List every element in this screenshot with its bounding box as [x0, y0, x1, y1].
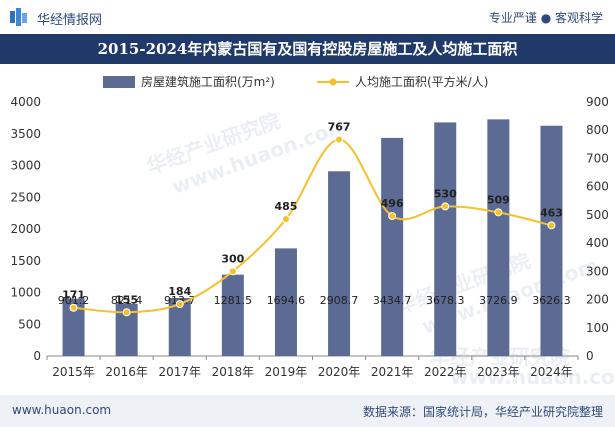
y-right-tick-label: 200 — [586, 293, 609, 307]
line-data-label: 300 — [221, 252, 244, 265]
y-left-tick-label: 0 — [33, 349, 41, 363]
x-tick-label: 2024年 — [530, 365, 573, 379]
line-data-label: 171 — [62, 289, 85, 302]
line-data-label: 530 — [434, 187, 457, 200]
bar — [274, 248, 297, 356]
title-bar — [0, 34, 615, 64]
line-data-label: 496 — [381, 197, 404, 210]
bar — [115, 303, 138, 356]
legend: 房屋建筑施工面积(万m²) 人均施工面积(平方米/人) — [103, 74, 488, 89]
bar-data-label: 1281.5 — [214, 294, 253, 307]
bar-data-label: 3434.7 — [373, 294, 412, 307]
bar — [487, 119, 510, 356]
y-left-tick-label: 4000 — [10, 95, 41, 109]
line-point — [388, 212, 397, 221]
chart: 华经产业研究院 www.huaon.com 华经产业研究院 www.huaon.… — [10, 74, 615, 389]
line-point — [547, 221, 556, 230]
x-tick-label: 2017年 — [158, 365, 201, 379]
y-left-tick-label: 1000 — [10, 286, 41, 300]
line-point — [335, 135, 344, 144]
bar — [221, 274, 244, 356]
y-left-tick-label: 500 — [18, 317, 41, 331]
bar — [328, 171, 351, 356]
legend-bar-label: 房屋建筑施工面积(万m²) — [141, 74, 275, 89]
x-tick-label: 2019年 — [265, 365, 308, 379]
bar-data-label: 3626.3 — [532, 294, 571, 307]
x-tick-label: 2022年 — [424, 365, 467, 379]
bar-labels: 901.2821.4913.71281.51694.62908.73434.73… — [58, 294, 571, 307]
y-left-tick-label: 2500 — [10, 190, 41, 204]
bar — [168, 297, 191, 356]
bar-data-label: 3678.3 — [426, 294, 465, 307]
y-right-tick-label: 500 — [586, 208, 609, 222]
bar — [540, 125, 563, 356]
footer-bar — [0, 395, 615, 427]
x-tick-label: 2021年 — [371, 365, 414, 379]
y-left-tick-label: 1500 — [10, 254, 41, 268]
line-point — [122, 308, 131, 317]
line-data-label: 155 — [115, 293, 138, 306]
x-tick-label: 2018年 — [212, 365, 255, 379]
line-point — [281, 215, 290, 224]
y-right-tick-label: 0 — [586, 349, 594, 363]
tagline: 专业严谨 ● 客观科学 — [488, 11, 603, 25]
bar-data-label: 3726.9 — [479, 294, 518, 307]
bar-data-label: 1694.6 — [267, 294, 306, 307]
footer-source: 数据来源：国家统计局，华经产业研究院整理 — [362, 405, 603, 419]
legend-bar-swatch — [103, 76, 135, 88]
y-right-tick-label: 700 — [586, 151, 609, 165]
y-left-tick-label: 3500 — [10, 127, 41, 141]
x-tick-label: 2023年 — [477, 365, 520, 379]
line-labels: 171 155 184 300 485 767 496 530 509 463 — [62, 121, 563, 307]
line-data-label: 184 — [168, 285, 191, 298]
y-right-tick-label: 300 — [586, 264, 609, 278]
y-right-tick-label: 100 — [586, 321, 609, 335]
line-point — [175, 300, 184, 309]
y-left-tick-label: 3000 — [10, 159, 41, 173]
x-tick-label: 2016年 — [105, 365, 148, 379]
line-point — [441, 202, 450, 211]
bar-data-label: 821.4 — [111, 294, 143, 307]
y-left-tick-label: 2000 — [10, 222, 41, 236]
line-point — [494, 208, 503, 217]
footer-site-url: www.huaon.com — [12, 403, 112, 417]
huajing-logo-icon — [10, 8, 27, 26]
line-data-label: 767 — [328, 121, 351, 134]
line-point — [228, 267, 237, 276]
legend-line-marker — [329, 78, 337, 86]
line-data-label: 485 — [274, 200, 297, 213]
brand-name: 华经情报网 — [37, 13, 103, 28]
y-right-tick-label: 400 — [586, 236, 609, 250]
y-right-tick-label: 800 — [586, 123, 609, 137]
bar — [434, 122, 457, 356]
legend-line-label: 人均施工面积(平方米/人) — [355, 74, 488, 89]
bar — [381, 137, 404, 356]
watermark-url: www.huaon.com — [450, 365, 615, 389]
x-tick-label: 2020年 — [318, 365, 361, 379]
top-bar: 华经情报网 专业严谨 ● 客观科学 — [0, 0, 615, 34]
line-data-label: 509 — [487, 193, 510, 206]
bars — [62, 119, 563, 356]
line-series — [69, 135, 556, 317]
bar-data-label: 2908.7 — [320, 294, 359, 307]
y-right-tick-label: 600 — [586, 180, 609, 194]
chart-title: 2015-2024年内蒙古国有及国有控股房屋施工及人均施工面积 — [97, 40, 518, 58]
bar-data-label: 901.2 — [58, 294, 90, 307]
bar — [62, 298, 85, 356]
line-data-label: 463 — [540, 206, 563, 219]
y-right-tick-label: 900 — [586, 95, 609, 109]
line-point — [69, 303, 78, 312]
series-line — [73, 138, 552, 314]
x-tick-label: 2015年 — [52, 365, 95, 379]
